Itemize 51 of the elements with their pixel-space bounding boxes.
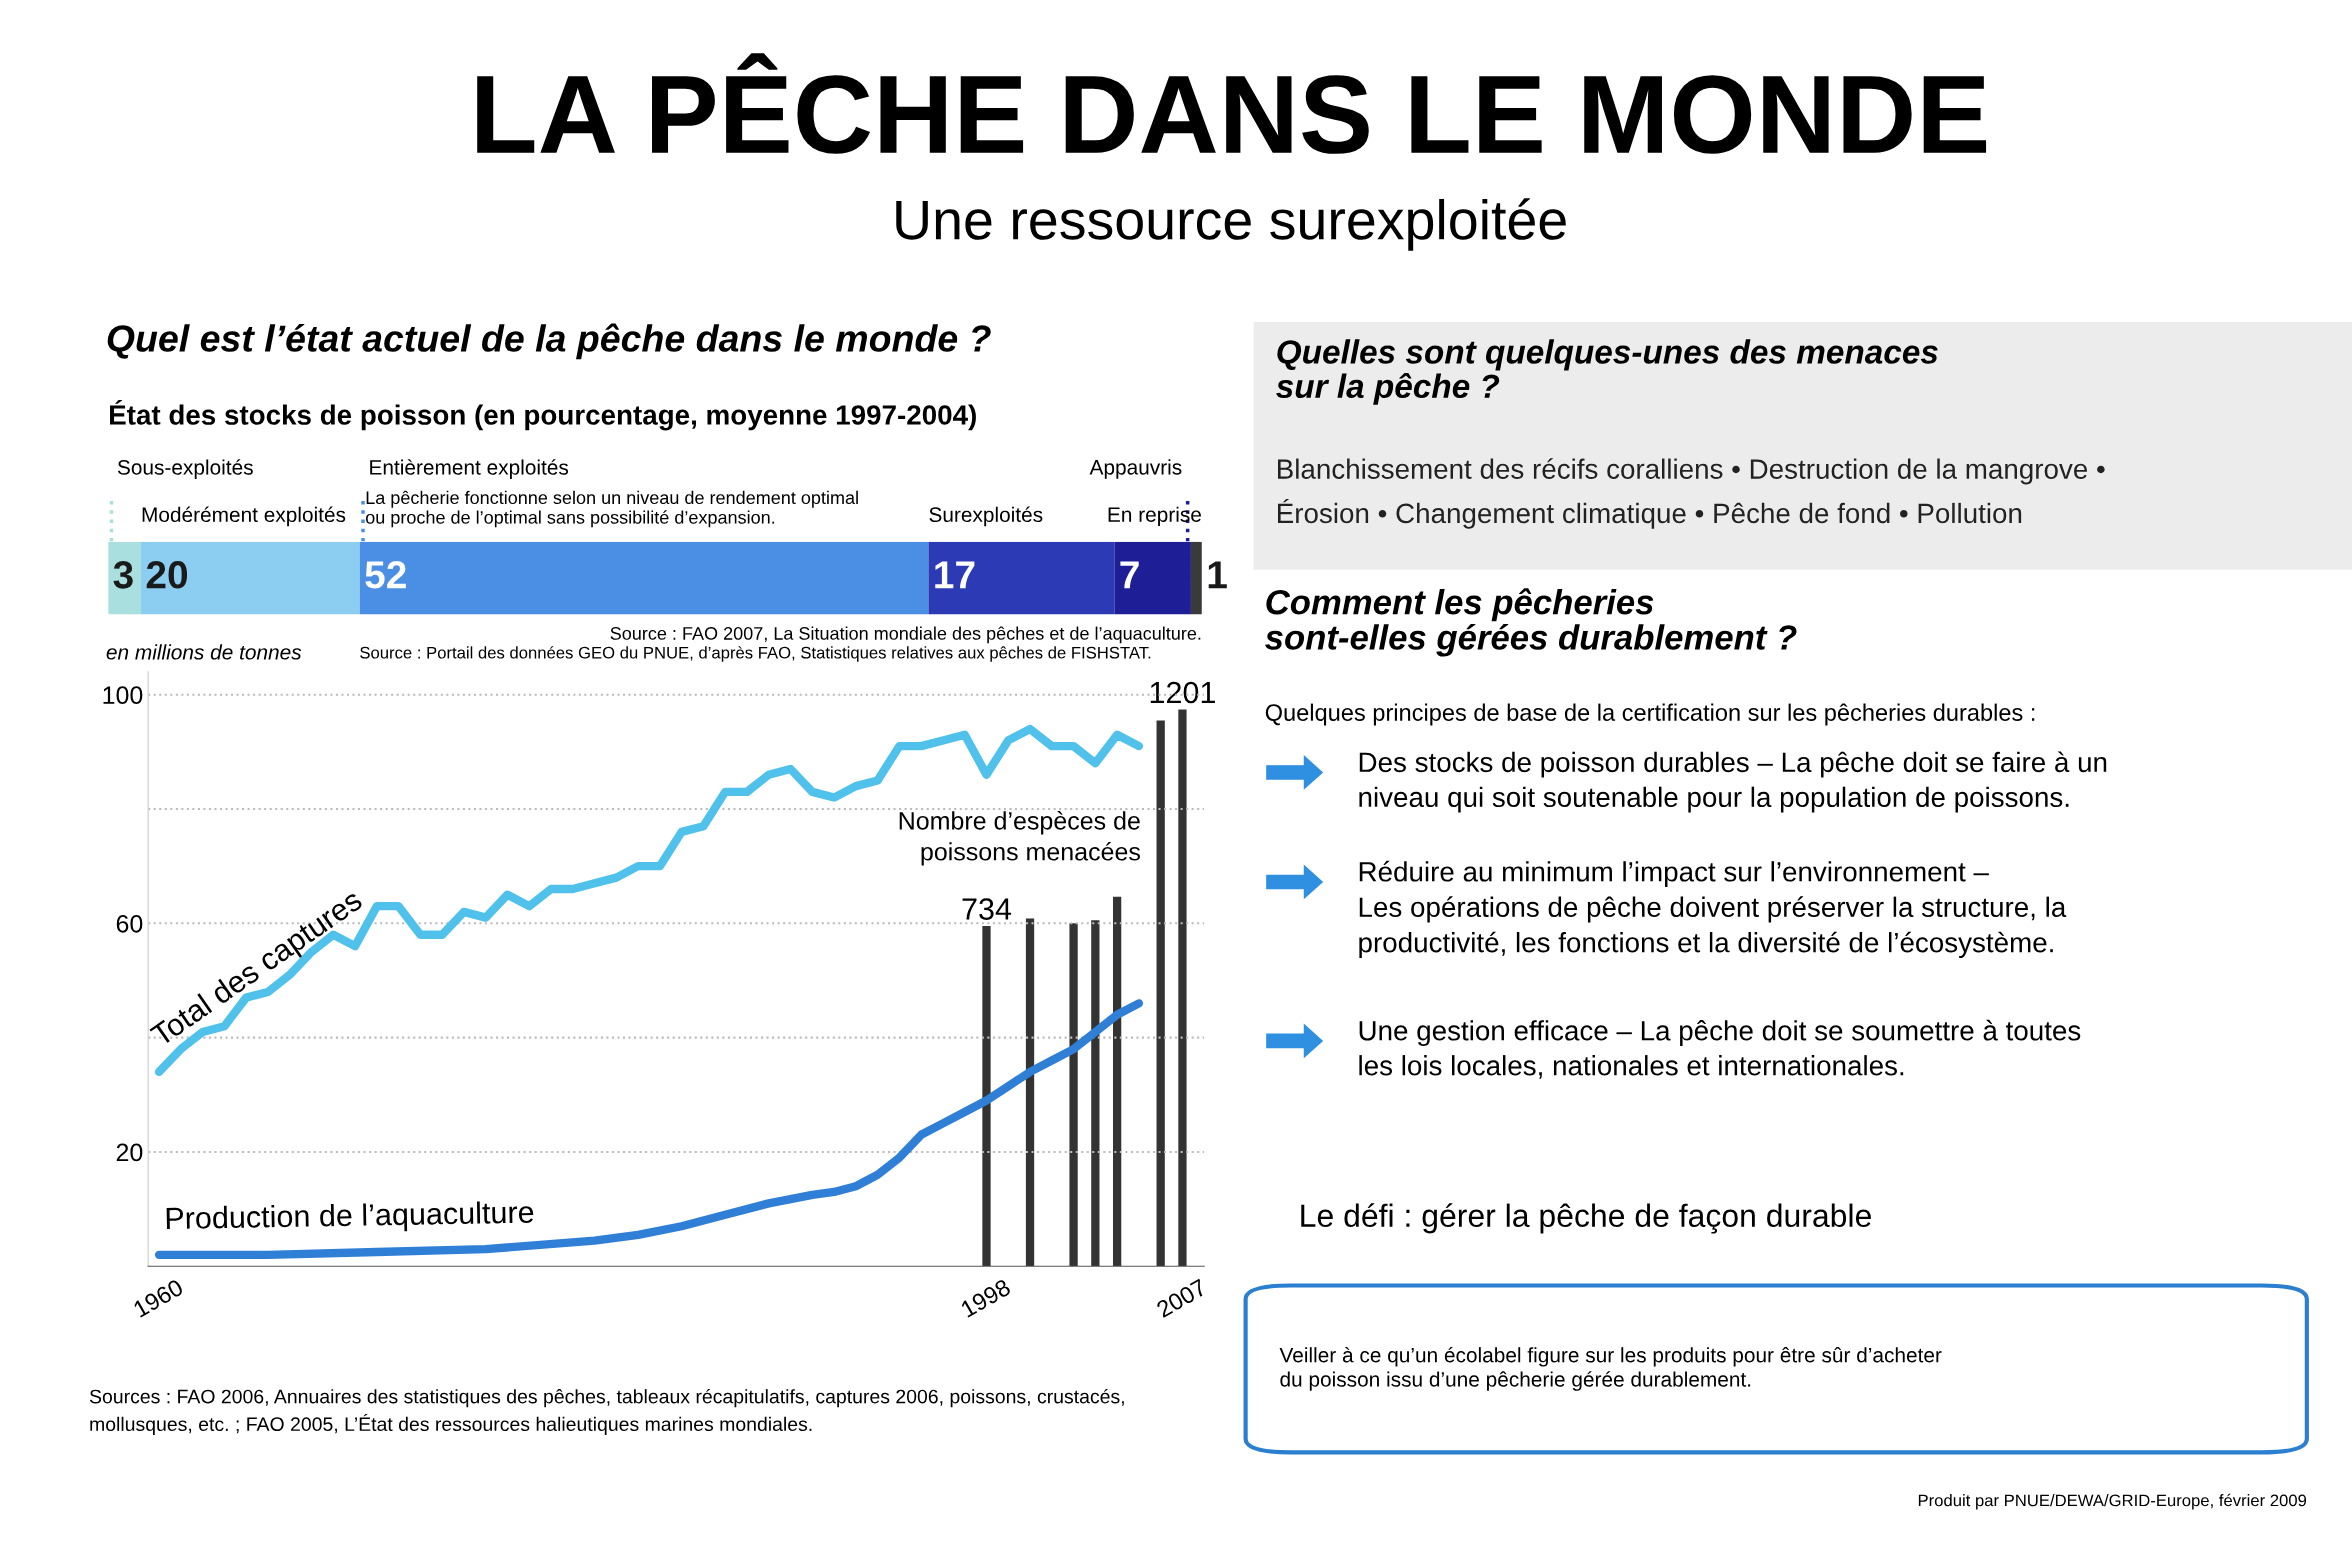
text: LA PÊCHE DANS LE MONDE (477, 53, 1987, 154)
text: Sous-exploités (117, 459, 253, 479)
text: Des stocks de poisson durables – La pêche doit se faire à un niveau qui soit soutenable pour la population de poissons. (1359, 751, 2107, 813)
text: Veiller à ce qu’un écolabel figure sur les produits pour être sûr d’acheter du poisson issu d’une pêcherie gérée durablement. (1279, 1346, 1942, 1391)
text: La pêcherie fonctionne selon un niveau de rendement optimal ou proche de l’optimal sans possibilité d’expansion. (365, 490, 858, 528)
data-label: 1201 (1150, 681, 1215, 704)
bar (982, 925, 991, 1267)
series-label: Modérément exploités (142, 506, 346, 527)
text: Une gestion efficace – La pêche doit se soumettre à toutes les lois locales, nationales et internationales. (1359, 1019, 2081, 1079)
data-label: 20 (146, 561, 188, 589)
bar (1069, 923, 1078, 1267)
source-note: Sources : FAO 2006, Annuaires des statistiques des pêches, tableaux récapitulatifs, captures 2006, poissons, crustacés, mollusques, etc. ; FAO 2005, L’État des ressources halieutiques marines mondiales. (89, 1388, 1124, 1435)
y-tick-label: 20 (116, 1143, 143, 1162)
text: Appauvris (1089, 459, 1182, 479)
bar (1025, 918, 1035, 1267)
text: Entièrement exploités (370, 459, 569, 479)
text: Produit par PNUE/DEWA/GRID-Europe, février 2009 (1918, 1493, 2307, 1510)
series-label: Surexploités (929, 506, 1043, 527)
bar (928, 541, 1115, 615)
source-note: Source : FAO 2007, La Situation mondiale des pêches et de l’aquaculture. (610, 626, 1201, 644)
text: Comment les pêcheries sont-elles gérées durablement ? (1265, 588, 1797, 657)
x-tick-label: 2007 (1155, 1278, 1208, 1319)
chart-title: État des stocks de poisson (en pourcentage, moyenne 1997-2004) (110, 399, 976, 431)
x-tick-label: 1960 (132, 1278, 185, 1318)
text: Blanchissement des récifs coralliens • Destruction de la mangrove • Érosion • Changement climatique • Pêche de fond • Pollution (1278, 458, 2105, 529)
text: Une ressource surexploitée (896, 198, 1566, 251)
bar (1190, 541, 1202, 615)
y-axis-title: en millions de tonnes (106, 644, 302, 660)
series-label: Nombre d’espèces de poissons menacées (899, 810, 1140, 866)
source-note: Source : Portail des données GEO du PNUE, d’après FAO, Statistiques relatives aux pêches de FISHSTAT. (360, 646, 1151, 662)
data-label: 3 (113, 561, 133, 589)
text: Quelles sont quelques-unes des menaces sur la pêche ? (1276, 339, 1938, 405)
text: Réduire au minimum l’impact sur l’environnement – Les opérations de pêche doivent préserver la structure, la productivité, les fonctions et la diversité de l’écosystème. (1359, 860, 2067, 958)
series-label: Production de l’aquaculture (166, 1200, 534, 1236)
data-label: 734 (962, 898, 1012, 920)
y-tick-label: 60 (116, 914, 143, 933)
text: Quelques principes de base de la certification sur les pêcheries durables : (1265, 703, 2035, 726)
bar (1156, 720, 1165, 1267)
data-label: 52 (365, 561, 406, 589)
y-tick-label: 100 (103, 686, 143, 704)
bar (141, 541, 360, 615)
data-label: 7 (1120, 561, 1139, 589)
x-tick-label: 1998 (960, 1278, 1012, 1318)
bar (1091, 920, 1100, 1267)
data-label: 1 (1208, 561, 1227, 589)
series-label: En reprise (1108, 506, 1201, 527)
text: Quel est l’état actuel de la pêche dans le monde ? (107, 323, 991, 360)
data-label: 17 (935, 561, 975, 589)
bar (1178, 709, 1187, 1267)
bar (1112, 896, 1122, 1267)
text: Le défi : gérer la pêche de façon durable (1301, 1203, 1871, 1234)
